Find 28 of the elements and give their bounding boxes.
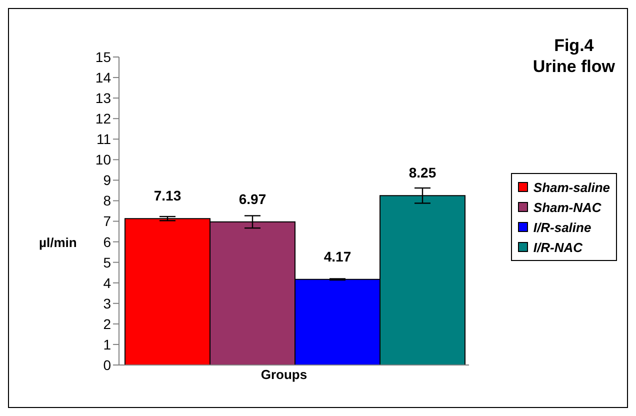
- data-label: 4.17: [324, 248, 352, 264]
- y-tick-label: 6: [103, 234, 112, 250]
- y-tick-label: 5: [103, 254, 112, 270]
- y-tick-label: 8: [103, 192, 112, 209]
- y-tick-label: 15: [95, 48, 112, 65]
- y-tick-label: 10: [95, 152, 112, 168]
- y-tick-label: 7: [103, 213, 112, 230]
- y-tick-label: 4: [103, 274, 112, 291]
- y-tick-label: 14: [95, 70, 112, 86]
- y-tick-label: 1: [103, 336, 112, 352]
- legend-label: Sham-NAC: [533, 200, 602, 214]
- legend-label: I/R-saline: [533, 220, 592, 234]
- y-tick-label: 13: [95, 90, 112, 106]
- data-label: 6.97: [238, 190, 266, 207]
- y-tick-label: 9: [103, 172, 112, 188]
- y-axis-title: µl/min: [39, 235, 77, 250]
- data-label: 8.25: [408, 164, 436, 181]
- legend-label: Sham-saline: [533, 180, 610, 194]
- y-tick-label: 2: [103, 316, 112, 332]
- data-label: 7.13: [154, 188, 182, 204]
- y-tick-label: 11: [96, 131, 112, 148]
- legend-label: I/R-NAC: [533, 240, 583, 254]
- x-axis-title: Groups: [260, 367, 308, 382]
- text: Urine flow: [532, 56, 615, 77]
- y-tick-label: 3: [103, 295, 112, 312]
- text: Fig.4: [553, 35, 595, 56]
- y-tick-label: 0: [103, 356, 112, 373]
- y-tick-label: 12: [95, 110, 112, 127]
